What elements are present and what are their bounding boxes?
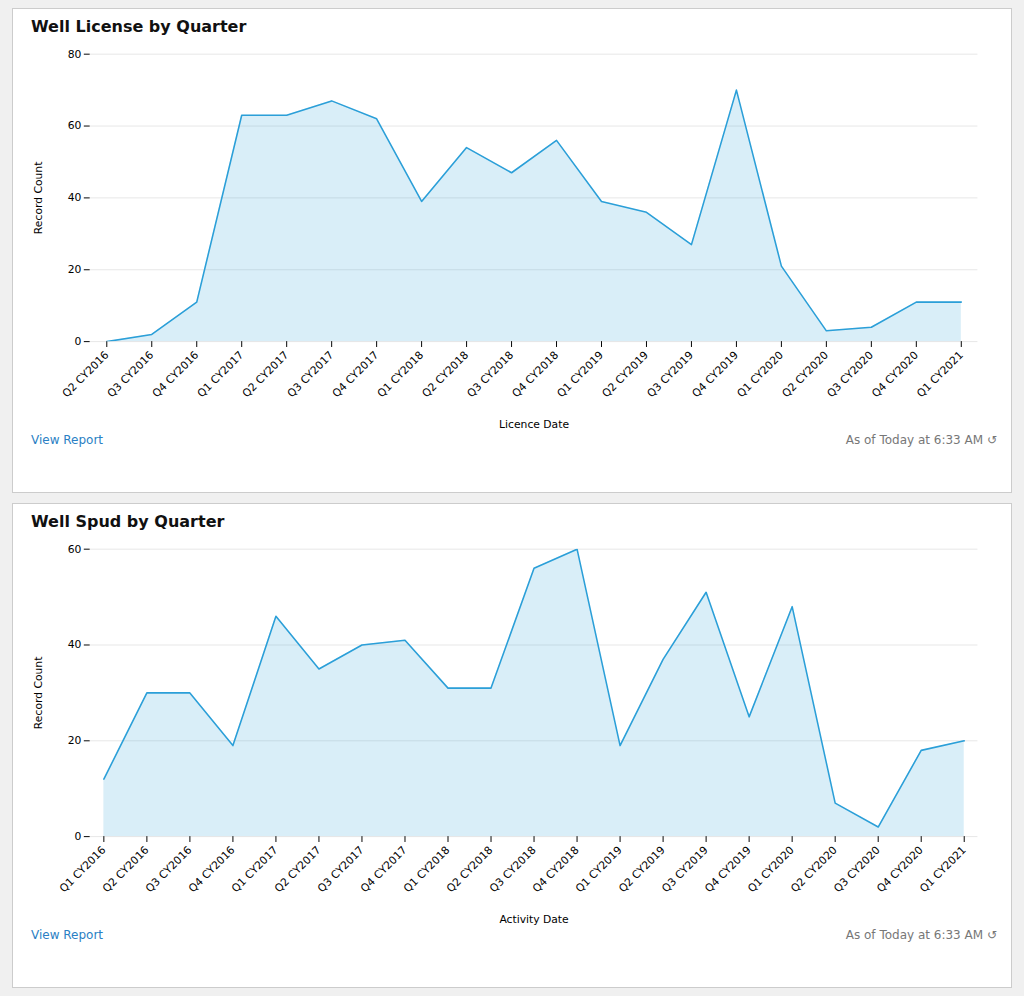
html-text:Well License by Quarter: Well License by Quarter — [31, 17, 247, 36]
svg-text:Q2 CY2019: Q2 CY2019 — [616, 843, 668, 896]
svg-text:Record Count: Record Count — [32, 162, 45, 234]
svg-text:Q4 CY2016: Q4 CY2016 — [185, 843, 238, 896]
svg-text:Q1 CY2020: Q1 CY2020 — [734, 348, 786, 400]
svg-text:Q1 CY2021: Q1 CY2021 — [914, 349, 966, 401]
svg-text:Q4 CY2019: Q4 CY2019 — [689, 348, 741, 400]
svg-text:Q3 CY2019: Q3 CY2019 — [659, 843, 711, 896]
svg-text:Licence Date: Licence Date — [499, 418, 569, 431]
svg-text:40: 40 — [68, 638, 82, 651]
svg-text:80: 80 — [68, 48, 82, 61]
svg-text:Q3 CY2018: Q3 CY2018 — [487, 843, 539, 896]
svg-text:Q3 CY2016: Q3 CY2016 — [142, 843, 195, 896]
svg-text:Q1 CY2016: Q1 CY2016 — [56, 843, 109, 896]
svg-text:Q4 CY2020: Q4 CY2020 — [874, 843, 926, 896]
svg-text:60: 60 — [68, 119, 82, 132]
svg-text:Q1 CY2020: Q1 CY2020 — [745, 843, 797, 896]
html-text:Well Spud by Quarter: Well Spud by Quarter — [31, 512, 225, 531]
svg-text:Q4 CY2019: Q4 CY2019 — [702, 843, 754, 896]
svg-text:Q3 CY2020: Q3 CY2020 — [824, 348, 876, 400]
svg-text:20: 20 — [68, 263, 82, 276]
svg-text:Q2 CY2019: Q2 CY2019 — [599, 348, 651, 400]
svg-text:20: 20 — [68, 734, 82, 747]
svg-text:Q4 CY2017: Q4 CY2017 — [330, 349, 382, 401]
html-text:As of Today at 6:33 AM ↺: As of Today at 6:33 AM ↺ — [845, 928, 997, 943]
html-text:As of Today at 6:33 AM ↺: As of Today at 6:33 AM ↺ — [845, 433, 997, 448]
html-text:View Report: View Report — [31, 928, 104, 943]
svg-text:Q3 CY2018: Q3 CY2018 — [465, 348, 517, 400]
svg-text:Q3 CY2017: Q3 CY2017 — [285, 349, 337, 401]
svg-text:Record Count: Record Count — [32, 657, 45, 729]
svg-text:Q2 CY2020: Q2 CY2020 — [779, 348, 831, 400]
svg-text:Q3 CY2020: Q3 CY2020 — [831, 843, 883, 896]
svg-text:Q1 CY2019: Q1 CY2019 — [554, 348, 606, 400]
svg-text:Q4 CY2018: Q4 CY2018 — [530, 843, 582, 896]
svg-text:0: 0 — [75, 830, 82, 843]
svg-text:Q2 CY2020: Q2 CY2020 — [788, 843, 840, 896]
svg-text:40: 40 — [68, 191, 82, 204]
svg-text:Activity Date: Activity Date — [499, 913, 569, 926]
svg-text:Q1 CY2017: Q1 CY2017 — [195, 349, 247, 401]
svg-text:Q1 CY2018: Q1 CY2018 — [401, 843, 453, 896]
svg-text:Q2 CY2017: Q2 CY2017 — [271, 843, 324, 896]
svg-text:Q3 CY2017: Q3 CY2017 — [314, 843, 367, 896]
svg-text:Q1 CY2018: Q1 CY2018 — [375, 348, 427, 400]
svg-text:Q1 CY2017: Q1 CY2017 — [228, 843, 281, 896]
svg-text:Q3 CY2016: Q3 CY2016 — [105, 348, 157, 400]
svg-text:Q2 CY2017: Q2 CY2017 — [240, 349, 292, 401]
html-text:View Report: View Report — [31, 433, 104, 448]
svg-text:Q1 CY2019: Q1 CY2019 — [573, 843, 625, 896]
svg-text:Q4 CY2017: Q4 CY2017 — [357, 843, 410, 896]
svg-text:Q4 CY2020: Q4 CY2020 — [869, 348, 921, 400]
svg-text:Q2 CY2016: Q2 CY2016 — [60, 348, 112, 400]
svg-text:Q1 CY2021: Q1 CY2021 — [917, 844, 969, 896]
svg-text:60: 60 — [68, 543, 82, 556]
svg-text:Q2 CY2016: Q2 CY2016 — [99, 843, 152, 896]
svg-text:Q3 CY2019: Q3 CY2019 — [644, 348, 696, 400]
svg-text:Q4 CY2016: Q4 CY2016 — [150, 348, 202, 400]
svg-text:0: 0 — [75, 335, 82, 348]
svg-text:Q2 CY2018: Q2 CY2018 — [420, 348, 472, 400]
svg-text:Q2 CY2018: Q2 CY2018 — [444, 843, 496, 896]
svg-text:Q4 CY2018: Q4 CY2018 — [509, 348, 561, 400]
